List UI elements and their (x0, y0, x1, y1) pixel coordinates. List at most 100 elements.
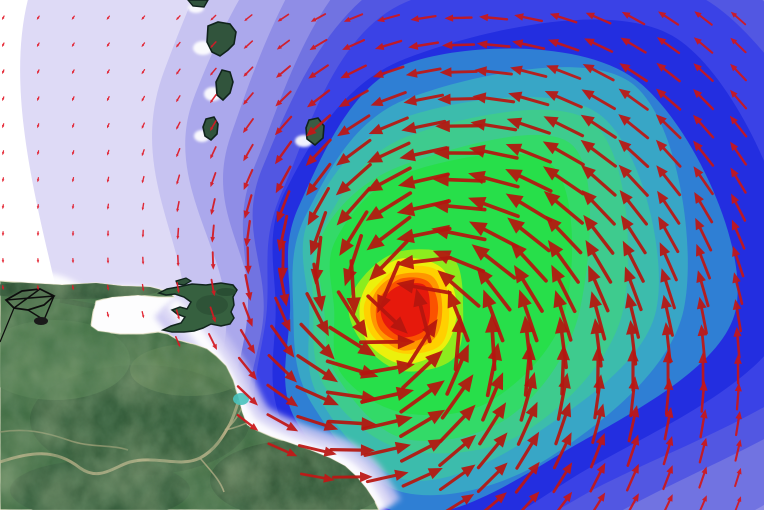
wind-arrow (275, 140, 293, 165)
wind-arrow (694, 11, 713, 26)
wind-arrow (367, 141, 411, 163)
wind-arrow (363, 441, 411, 457)
wind-arrow (175, 336, 181, 348)
wind-arrow (505, 143, 552, 164)
wind-arrow (693, 89, 715, 111)
wind-arrow (1, 204, 5, 210)
wind-arrow (659, 242, 678, 282)
wind-arrow (548, 39, 580, 52)
wind-arrow (734, 382, 742, 411)
wind-arrow (618, 114, 650, 140)
wind-arrow (507, 217, 551, 253)
wind-arrow (1, 285, 5, 291)
wind-arrow (699, 409, 708, 439)
wind-arrow (437, 270, 481, 308)
wind-arrow (662, 436, 674, 466)
wind-arrow (335, 162, 372, 196)
wind-arrow (699, 380, 708, 413)
wind-arrow (296, 354, 338, 383)
wind-arrow (542, 141, 585, 167)
wind-arrow (468, 170, 520, 189)
wind-arrow (405, 67, 442, 78)
wind-arrow (299, 322, 335, 360)
wind-arrow (479, 13, 509, 22)
wind-arrow (366, 215, 412, 251)
wind-arrow (731, 193, 747, 222)
wind-arrow (274, 115, 293, 136)
wind-arrow (336, 290, 368, 338)
wind-arrow (660, 268, 676, 310)
wind-arrow (307, 89, 331, 108)
wind-arrow (36, 285, 40, 291)
wind-arrow (471, 244, 517, 280)
wind-arrow (346, 259, 361, 315)
wind-arrow (106, 311, 110, 318)
wind-arrow (208, 333, 217, 350)
wind-arrow (358, 334, 416, 350)
wind-arrow (307, 186, 330, 226)
wind-arrow (141, 95, 146, 102)
wind-arrow (243, 168, 254, 190)
wind-arrow (431, 198, 487, 214)
wind-arrow (106, 284, 110, 291)
wind-arrow (552, 432, 572, 470)
wind-arrow (589, 291, 607, 341)
wind-arrow (470, 118, 518, 132)
wind-arrow (37, 96, 40, 102)
wind-arrow (655, 139, 682, 168)
wind-arrow (176, 254, 180, 267)
wind-arrow (581, 165, 617, 197)
wind-arrow (552, 462, 573, 494)
wind-arrow (340, 64, 367, 79)
wind-arrow (365, 469, 409, 484)
wind-arrow (591, 403, 606, 445)
wind-arrow (342, 39, 365, 50)
wind-arrow (401, 119, 447, 134)
wind-arrow (655, 114, 682, 140)
wind-arrow (71, 284, 75, 291)
wind-arrow (175, 309, 180, 320)
wind-arrow (210, 172, 217, 188)
island-st-lucia-tip (187, 0, 209, 8)
wind-arrow (106, 69, 110, 75)
wind-arrow (336, 186, 372, 226)
island-grenadines (215, 69, 234, 102)
wind-arrow (176, 282, 180, 294)
wind-arrow (589, 462, 606, 493)
wind-arrow (243, 66, 254, 77)
wind-arrow (399, 146, 449, 162)
wind-arrow (210, 251, 216, 270)
wind-arrow (306, 162, 332, 196)
wind-arrow (732, 272, 744, 306)
wind-arrow (277, 268, 290, 307)
wind-arrow (71, 69, 75, 75)
wind-arrow (476, 462, 508, 494)
wind-arrow (512, 39, 546, 50)
wind-arrow (444, 14, 473, 22)
wind-arrow (305, 138, 332, 166)
wind-arrow (176, 174, 181, 185)
wind-arrow (141, 15, 146, 20)
wind-arrow (618, 88, 649, 111)
wind-arrow (297, 444, 337, 457)
wind-arrows-layer (1, 11, 748, 510)
wind-arrow (693, 166, 714, 196)
wind-arrow (71, 176, 75, 183)
wind-arrow (141, 175, 145, 184)
island-margarita-wireframe (0, 288, 56, 343)
wind-arrow (731, 219, 746, 250)
wind-arrow (141, 149, 145, 157)
wind-arrow (514, 461, 540, 494)
wind-arrow (508, 91, 550, 107)
wind-arrow (141, 311, 145, 319)
wind-arrow (624, 266, 643, 312)
wind-arrow (106, 42, 110, 47)
wind-arrow (210, 146, 217, 159)
wind-arrow (520, 491, 540, 510)
wind-arrow (627, 405, 640, 443)
wind-arrow (236, 413, 259, 431)
wind-arrow (472, 92, 516, 104)
wind-arrow (1, 231, 5, 237)
